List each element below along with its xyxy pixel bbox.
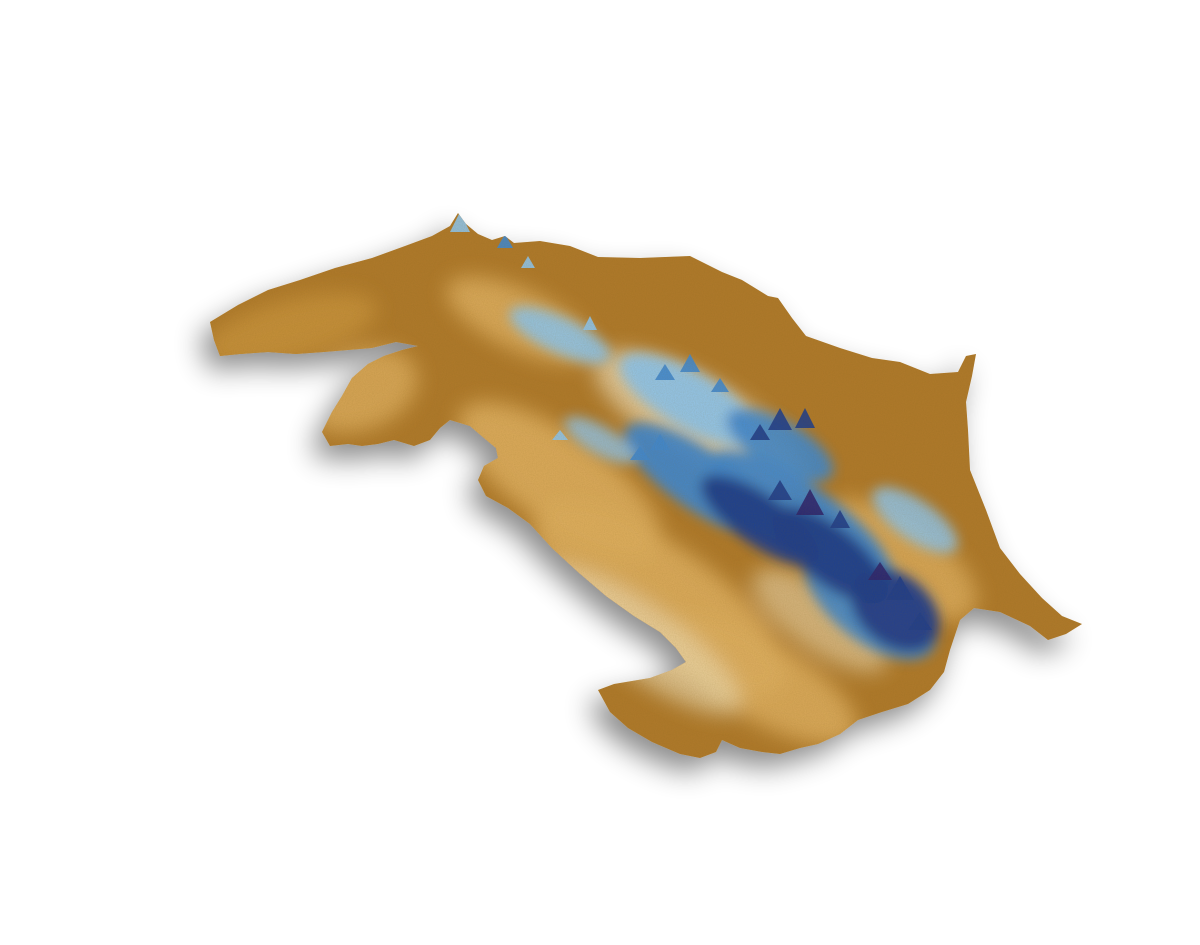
terrain-grain: [210, 213, 1082, 758]
relief-map: [210, 213, 1082, 758]
relief-layers: [210, 213, 1082, 758]
